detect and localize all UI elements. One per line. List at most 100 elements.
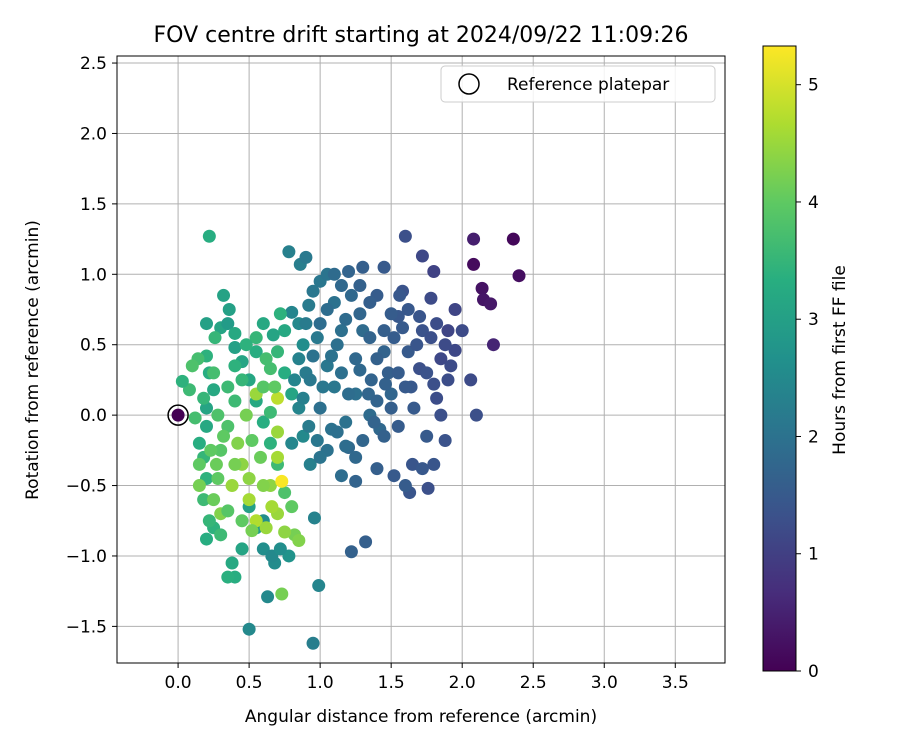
data-point (211, 408, 225, 422)
data-point (356, 260, 370, 274)
chart-title: FOV centre drift starting at 2024/09/22 … (154, 23, 689, 48)
data-point (278, 366, 292, 380)
data-point (398, 380, 412, 394)
data-point (486, 338, 500, 352)
data-point (325, 349, 339, 363)
data-point (207, 493, 221, 507)
data-point (249, 345, 263, 359)
data-point (398, 479, 412, 493)
x-axis-ticks: 0.0 0.5 1.0 1.5 2.0 2.5 3.0 3.5 (165, 663, 689, 693)
x-tick-label: 0.5 (236, 673, 263, 693)
data-point (370, 394, 384, 408)
data-point (421, 481, 435, 495)
reference-point (171, 408, 185, 422)
data-point (387, 469, 401, 483)
data-point (271, 345, 285, 359)
data-point (306, 636, 320, 650)
data-point (209, 457, 223, 471)
data-point (199, 401, 213, 415)
data-point (271, 425, 285, 439)
data-point (245, 524, 259, 538)
data-point (384, 387, 398, 401)
plot-frame (116, 55, 726, 664)
data-point (249, 331, 263, 345)
data-point (334, 279, 348, 293)
data-point (398, 229, 412, 243)
data-point (273, 307, 287, 321)
data-point (299, 250, 313, 264)
colorbar-tick-label: 0 (808, 662, 819, 682)
data-point (342, 264, 356, 278)
data-point (185, 359, 199, 373)
data-point (204, 443, 218, 457)
data-point (506, 232, 520, 246)
data-point (228, 326, 242, 340)
data-point (384, 401, 398, 415)
data-point (353, 279, 367, 293)
data-point (296, 338, 310, 352)
data-point (310, 433, 324, 447)
data-point (288, 373, 302, 387)
data-point (342, 387, 356, 401)
data-point (344, 545, 358, 559)
data-point (242, 622, 256, 636)
data-point (353, 307, 367, 321)
data-point (256, 415, 270, 429)
data-point (320, 359, 334, 373)
data-point (266, 328, 280, 342)
grid (117, 56, 725, 663)
data-point (448, 303, 462, 317)
data-point (415, 249, 429, 263)
y-tick-label: 2.5 (80, 54, 107, 74)
data-point (199, 317, 213, 331)
data-point (349, 352, 363, 366)
legend-entry-label: Reference platepar (507, 75, 669, 95)
data-point (381, 366, 395, 380)
data-point (334, 469, 348, 483)
data-point (296, 391, 310, 405)
x-tick-label: 0.0 (165, 673, 192, 693)
colorbar-tick-label: 1 (808, 545, 819, 565)
data-point (327, 380, 341, 394)
data-point (268, 380, 282, 394)
data-point (334, 324, 348, 338)
data-point (469, 408, 483, 422)
colorbar-label: Hours from first FF file (830, 265, 850, 455)
data-point (327, 267, 341, 281)
colorbar-ticks: 0 1 2 3 4 5 (796, 76, 819, 682)
data-point (235, 373, 249, 387)
data-point (401, 303, 415, 317)
data-point (292, 352, 306, 366)
data-point (302, 419, 316, 433)
data-point (405, 457, 419, 471)
data-point (214, 443, 228, 457)
data-point (378, 377, 392, 391)
plot-area (117, 56, 725, 663)
y-axis-ticks: −1.5 −1.0 −0.5 0.0 0.5 1.0 1.5 2.0 2.5 (66, 54, 117, 637)
y-tick-label: 0.5 (80, 336, 107, 356)
data-point (245, 433, 259, 447)
data-point (263, 436, 277, 450)
data-point (391, 366, 405, 380)
data-point (302, 298, 316, 312)
legend-box (440, 65, 716, 103)
data-point (420, 366, 434, 380)
data-point (265, 500, 279, 514)
x-tick-label: 1.0 (307, 673, 334, 693)
data-point (364, 373, 378, 387)
data-point (221, 380, 235, 394)
data-point (444, 359, 458, 373)
data-point (256, 380, 270, 394)
data-point (363, 331, 377, 345)
data-point (285, 387, 299, 401)
data-point (242, 493, 256, 507)
y-tick-label: 1.5 (80, 195, 107, 215)
data-point (303, 373, 317, 387)
x-tick-label: 2.5 (520, 673, 547, 693)
data-point (316, 380, 330, 394)
data-point (208, 331, 222, 345)
data-point (225, 479, 239, 493)
data-point (410, 338, 424, 352)
data-point (259, 352, 273, 366)
x-tick-label: 1.5 (378, 673, 405, 693)
